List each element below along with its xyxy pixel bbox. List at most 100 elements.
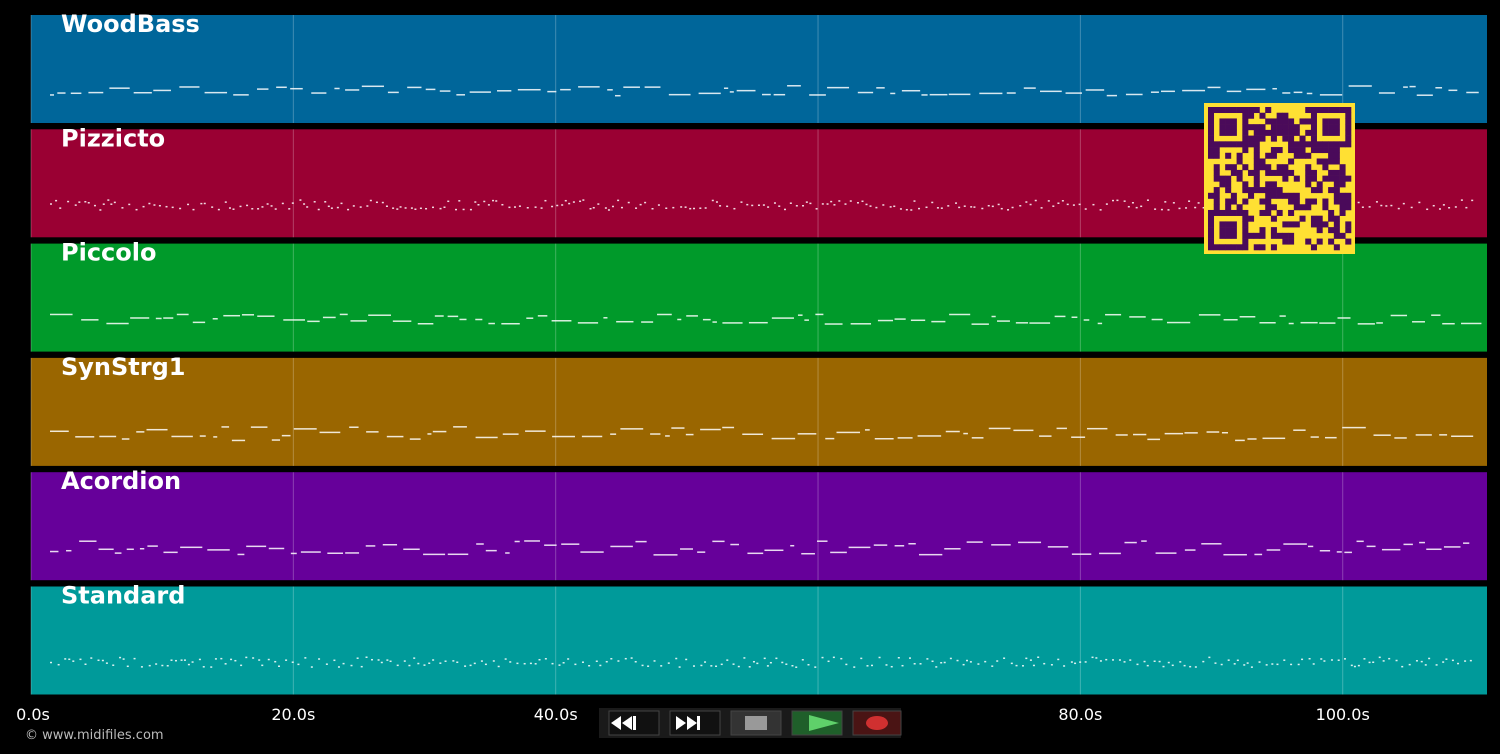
forward-button[interactable] [669, 710, 721, 736]
note [459, 318, 467, 321]
note [845, 663, 848, 666]
qr-cell [1265, 129, 1272, 136]
note [183, 659, 186, 661]
qr-cell [1270, 147, 1277, 154]
qr-cell [1259, 112, 1266, 119]
note [99, 435, 117, 438]
qr-cell [1322, 175, 1329, 182]
note [1323, 660, 1326, 662]
qr-cell [1225, 227, 1232, 234]
note [1381, 548, 1401, 551]
qr-cell [1333, 175, 1340, 182]
track-name: WoodBass [61, 10, 200, 38]
note [324, 201, 327, 203]
note [595, 660, 598, 663]
note [88, 91, 104, 94]
note [715, 665, 718, 668]
note [984, 660, 987, 663]
note [1428, 657, 1431, 660]
note [81, 319, 99, 321]
note [439, 207, 442, 210]
qr-cell [1333, 227, 1340, 234]
rewind-button[interactable] [608, 710, 660, 736]
note [1029, 322, 1051, 324]
note [1054, 315, 1066, 318]
note [407, 86, 422, 89]
note [821, 203, 824, 205]
note [763, 657, 766, 660]
note [802, 205, 805, 207]
qr-cell [1288, 192, 1295, 199]
note [743, 657, 746, 659]
qr-cell [1328, 227, 1335, 234]
note [165, 205, 168, 208]
note [623, 86, 640, 88]
qr-cell [1293, 175, 1300, 182]
note [1394, 437, 1407, 439]
note [1129, 316, 1146, 318]
note [1085, 89, 1105, 91]
note [685, 433, 694, 436]
qr-cell [1293, 124, 1300, 131]
stop-button[interactable] [730, 710, 782, 736]
qr-cell [1225, 198, 1232, 205]
note [1091, 656, 1094, 659]
note [336, 206, 339, 209]
note [1164, 201, 1167, 203]
note [732, 663, 735, 665]
qr-cell [1299, 141, 1306, 148]
qr-cell [1333, 118, 1340, 125]
qr-cell [1225, 175, 1232, 182]
note [869, 205, 872, 207]
qr-cell [1310, 141, 1317, 148]
qr-cell [1333, 129, 1340, 136]
note [303, 203, 306, 205]
qr-cell [1316, 107, 1323, 114]
note [1171, 664, 1174, 667]
track-name: Acordion [61, 467, 181, 495]
record-button[interactable] [852, 710, 902, 736]
note [824, 323, 843, 325]
note [1361, 206, 1364, 208]
note [901, 89, 921, 92]
note [211, 206, 214, 208]
note [87, 202, 90, 204]
note [1283, 659, 1286, 661]
qr-cell [1208, 118, 1215, 125]
note [1166, 321, 1191, 324]
note [624, 657, 627, 660]
note [386, 659, 389, 661]
qr-cell [1225, 187, 1232, 194]
qr-cell [1219, 124, 1226, 131]
note [50, 94, 55, 96]
note [223, 314, 241, 317]
note [356, 657, 359, 659]
note [176, 313, 189, 316]
note [836, 431, 861, 434]
note [366, 205, 369, 207]
note [161, 664, 164, 667]
qr-cell [1276, 209, 1283, 216]
note [452, 660, 455, 662]
note [1236, 659, 1239, 662]
qr-cell [1293, 204, 1300, 211]
note [1095, 657, 1098, 659]
track-name: Piccolo [61, 239, 156, 267]
note [180, 659, 183, 661]
qr-cell [1242, 164, 1249, 171]
play-button[interactable] [791, 710, 843, 736]
note [1084, 208, 1087, 210]
note [361, 85, 384, 88]
qr-cell [1242, 232, 1249, 239]
note [572, 201, 575, 203]
qr-cell [1265, 169, 1272, 176]
note [369, 199, 372, 202]
note [1039, 90, 1062, 93]
x-tick-label: 20.0s [271, 705, 315, 724]
qr-cell [1242, 129, 1249, 136]
qr-cell [1253, 169, 1260, 176]
note [126, 665, 129, 668]
note [668, 93, 691, 96]
note [991, 205, 994, 208]
qr-cell [1288, 135, 1295, 142]
